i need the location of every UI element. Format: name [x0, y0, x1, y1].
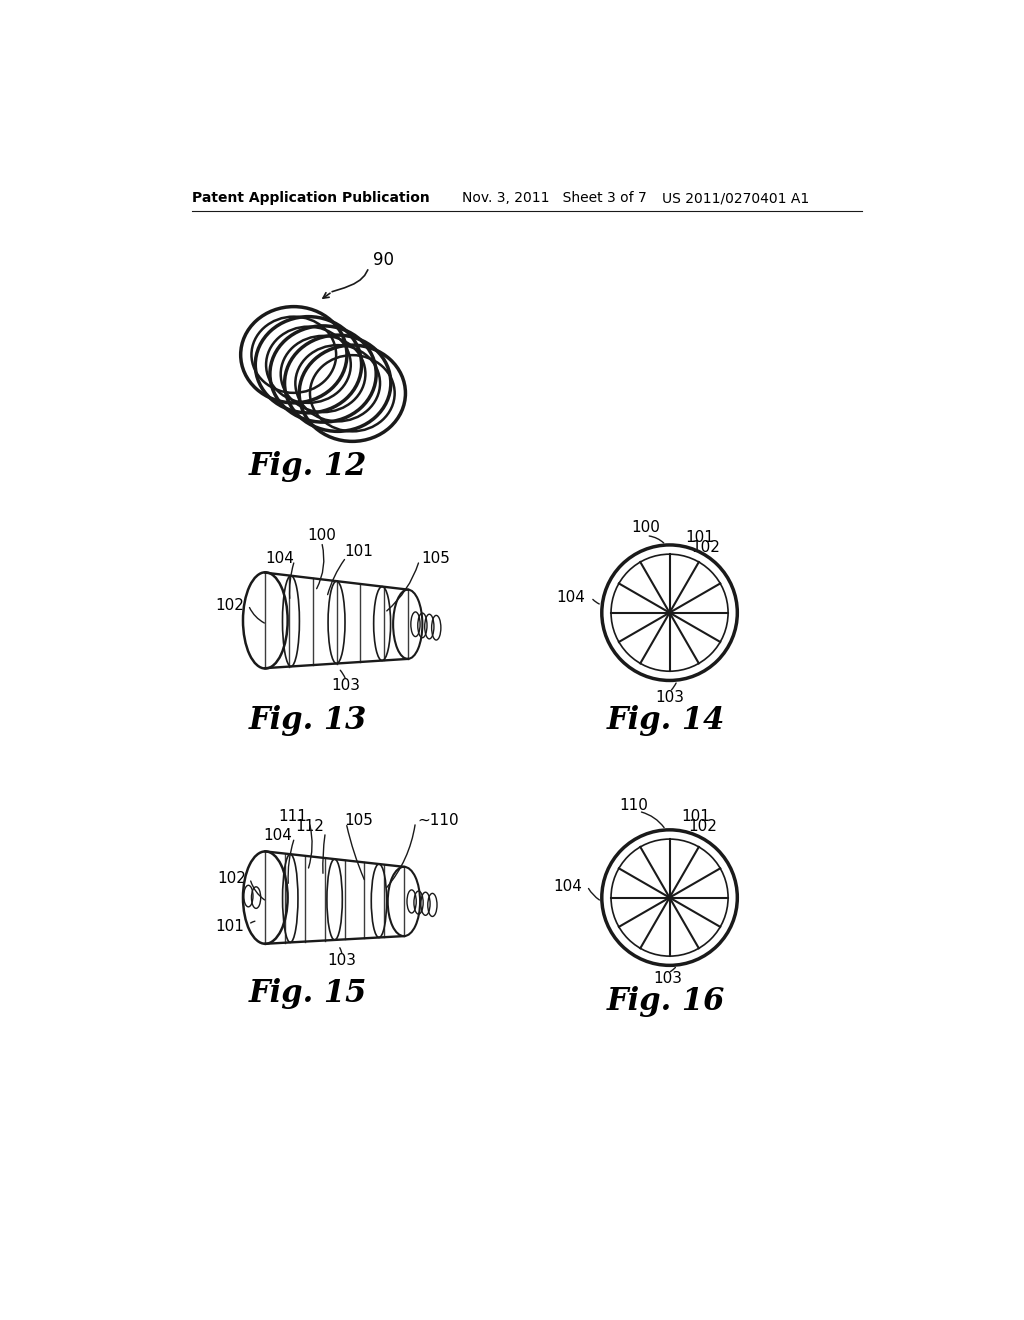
Text: 101: 101 [345, 544, 374, 558]
Text: 110: 110 [620, 797, 648, 813]
Text: Fig. 15: Fig. 15 [249, 978, 367, 1010]
Text: 101: 101 [216, 919, 245, 935]
Text: 90: 90 [373, 251, 394, 269]
Text: 104: 104 [263, 829, 292, 843]
Text: Patent Application Publication: Patent Application Publication [193, 191, 430, 206]
Text: 103: 103 [332, 678, 360, 693]
Text: 112: 112 [296, 820, 325, 834]
Text: 105: 105 [345, 813, 374, 828]
Text: 104: 104 [554, 879, 583, 894]
Text: Fig. 16: Fig. 16 [606, 986, 725, 1016]
Text: 102: 102 [217, 871, 246, 886]
Text: Fig. 14: Fig. 14 [606, 705, 725, 737]
Text: 105: 105 [422, 552, 451, 566]
Text: 102: 102 [216, 598, 245, 612]
Text: 103: 103 [653, 972, 683, 986]
Text: 103: 103 [655, 690, 684, 705]
Text: Fig. 12: Fig. 12 [249, 451, 367, 482]
Text: 104: 104 [556, 590, 585, 605]
Text: 101: 101 [685, 529, 714, 545]
Text: US 2011/0270401 A1: US 2011/0270401 A1 [662, 191, 809, 206]
Text: 102: 102 [691, 540, 720, 554]
Text: 102: 102 [689, 820, 718, 834]
Text: 104: 104 [265, 552, 294, 566]
Text: 100: 100 [631, 520, 659, 536]
Text: Nov. 3, 2011   Sheet 3 of 7: Nov. 3, 2011 Sheet 3 of 7 [462, 191, 646, 206]
Text: Fig. 13: Fig. 13 [249, 705, 367, 737]
Text: 111: 111 [279, 809, 307, 824]
Text: 100: 100 [307, 528, 336, 544]
Text: 101: 101 [681, 809, 710, 824]
Text: ~110: ~110 [417, 813, 459, 828]
Text: 103: 103 [328, 953, 356, 969]
